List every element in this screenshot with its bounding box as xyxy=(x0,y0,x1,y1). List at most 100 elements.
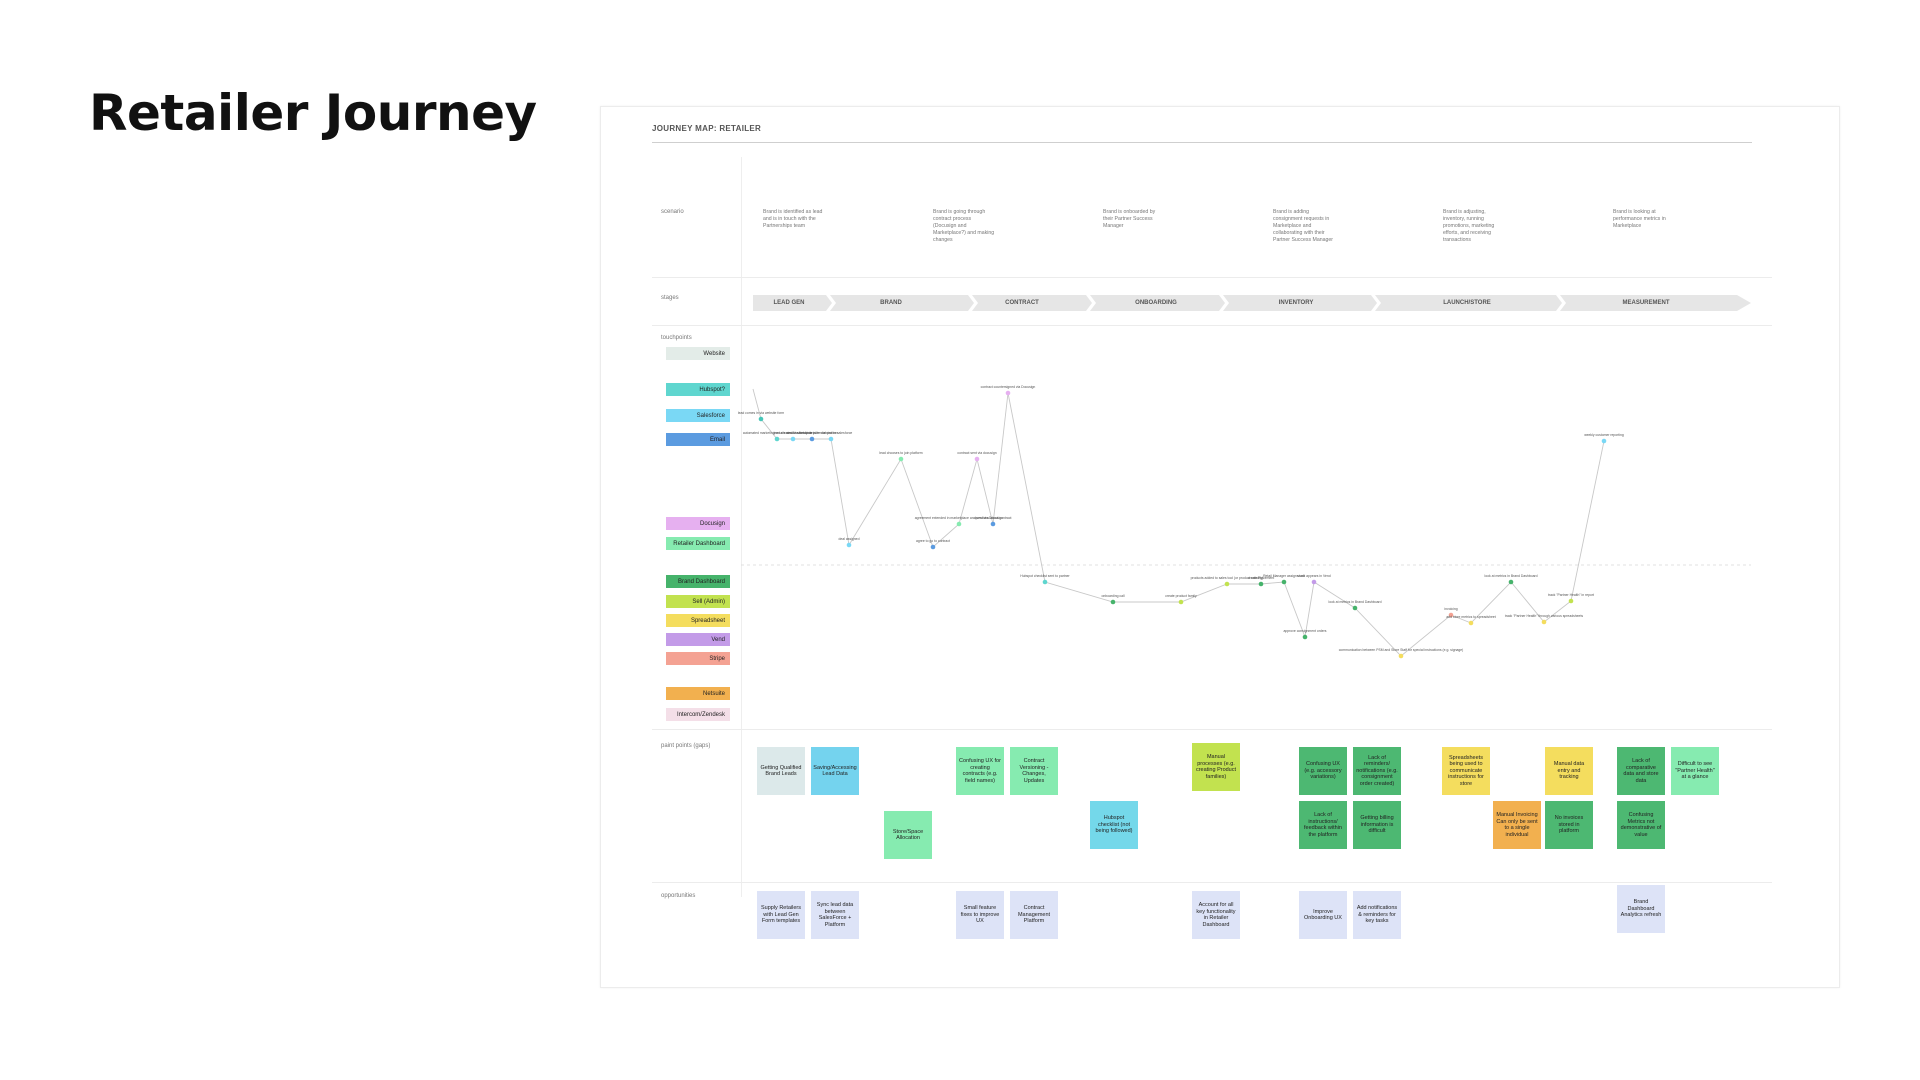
header-divider xyxy=(652,142,1752,143)
journey-step-label: lead chooses to join platform xyxy=(879,451,922,455)
journey-step-dot xyxy=(1508,579,1514,585)
pain-point-note: Confusing UX for creating contracts (e.g… xyxy=(956,747,1004,795)
journey-step-dot xyxy=(1224,581,1230,587)
row-divider xyxy=(652,729,1772,730)
touchpoint-sell-admin: Sell (Admin) xyxy=(666,595,730,608)
pain-point-note: Hubspot checklist (not being followed) xyxy=(1090,801,1138,849)
pain-point-note: Lack of instructions/ feedback within th… xyxy=(1299,801,1347,849)
journey-step-label: onboarding call xyxy=(1102,594,1125,598)
journey-step-label: products added to sales tool (or product… xyxy=(1191,576,1264,580)
journey-step-label: look at metrics in Brand Dashboard xyxy=(1485,574,1538,578)
pain-point-note: Confusing Metrics not demonstrative of v… xyxy=(1617,801,1665,849)
journey-step-label: contract countersigned via Docusign xyxy=(981,385,1036,389)
journey-step-dot xyxy=(1468,620,1474,626)
opportunity-note: Supply Retailers with Lead Gen Form temp… xyxy=(757,891,805,939)
page-title: Retailer Journey xyxy=(89,84,537,142)
journey-step-dot xyxy=(774,436,780,442)
touchpoint-hubspot: Hubspot? xyxy=(666,383,730,396)
journey-step-dot xyxy=(828,436,834,442)
journey-step-label: weekly customer reporting xyxy=(1584,433,1624,437)
pain-point-note: Lack of comparative data and store data xyxy=(1617,747,1665,795)
journey-step-dot xyxy=(1352,605,1358,611)
journey-step-label: Hubspot checklist sent to partner xyxy=(1020,574,1070,578)
journey-step-label: deal assigned xyxy=(839,537,860,541)
stage-measurement: MEASUREMENT xyxy=(1622,300,1670,306)
stage-bar xyxy=(753,295,1751,311)
opportunity-note: Contract Management Platform xyxy=(1010,891,1058,939)
scenario-text: Brand is looking at performance metrics … xyxy=(1613,209,1666,229)
journey-step-label: questions about contract xyxy=(975,516,1012,520)
journey-curve: lead comes in via website form automated … xyxy=(738,385,1751,659)
stage-contract: CONTRACT xyxy=(1005,300,1039,306)
opportunity-note: Brand Dashboard Analytics refresh xyxy=(1617,885,1665,933)
scenario-text: Brand is adding consignment requests in … xyxy=(1273,209,1333,243)
opportunity-note: Add notifications & reminders for key ta… xyxy=(1353,891,1401,939)
journey-step-label: track "Partner Health" through various s… xyxy=(1505,614,1583,618)
label-column-divider xyxy=(741,157,742,897)
pain-point-note: Getting Qualified Brand Leads xyxy=(757,747,805,795)
journey-step-dot xyxy=(1281,579,1287,585)
journey-step-dot xyxy=(1178,599,1184,605)
touchpoint-spreadsheet: Spreadsheet xyxy=(666,614,730,627)
journey-step-label: automated marketing emails sent via hubs… xyxy=(743,431,811,435)
journey-step-dot xyxy=(956,521,962,527)
opportunity-note: Account for all key functionality in Ret… xyxy=(1192,891,1240,939)
pain-point-note: Manual processes (e.g. creating Product … xyxy=(1192,743,1240,791)
journey-step-dot xyxy=(1601,438,1607,444)
journey-step-label: communication between PSM and Store Staf… xyxy=(1339,648,1464,652)
opportunity-note: Small feature fixes to improve UX xyxy=(956,891,1004,939)
journey-step-dot xyxy=(1005,390,1011,396)
journey-step-dot xyxy=(1398,653,1404,659)
pain-point-note: No invoices stored in platform xyxy=(1545,801,1593,849)
journey-step-label: lead created in salesforce xyxy=(774,431,813,435)
pain-point-note: Manual Invoicing Can only be sent to a s… xyxy=(1493,801,1541,849)
stage-lead-gen: LEAD GEN xyxy=(773,300,805,306)
row-divider xyxy=(652,277,1772,278)
pain-point-note: Store/Space Allocation xyxy=(884,811,932,859)
scenario-text: Brand is adjusting, inventory, running p… xyxy=(1443,209,1495,243)
scenario-text: Brand is identified as lead and is in to… xyxy=(763,209,823,229)
pain-point-note: Manual data entry and tracking xyxy=(1545,747,1593,795)
pain-point-note: Lack of reminders/ notifications (e.g. c… xyxy=(1353,747,1401,795)
journey-step-label: Retail Manager assigns unit xyxy=(1263,574,1305,578)
journey-step-label: agreement extended in marketplace and se… xyxy=(915,516,1004,520)
journey-step-dot xyxy=(1311,579,1317,585)
touchpoint-netsuite: Netsuite xyxy=(666,687,730,700)
pain-point-note: Getting billing information is difficult xyxy=(1353,801,1401,849)
touchpoint-intercom-zendesk: Intercom/Zendesk xyxy=(666,708,730,721)
pain-point-note: Difficult to see "Partner Health" at a g… xyxy=(1671,747,1719,795)
journey-step-label: stock appears in Vend xyxy=(1297,574,1330,578)
stage-onboarding: ONBOARDING xyxy=(1135,300,1177,306)
stage-inventory: INVENTORY xyxy=(1278,300,1314,306)
pain-point-note: Confusing UX (e.g. accessory variations) xyxy=(1299,747,1347,795)
touchpoint-vend: Vend xyxy=(666,633,730,646)
journey-step-label: lead comes in via website form xyxy=(738,411,785,415)
journey-step-dot xyxy=(898,456,904,462)
journey-step-dot xyxy=(1110,599,1116,605)
touchpoint-website: Website xyxy=(666,347,730,360)
scenario-text: Brand is onboarded by their Partner Succ… xyxy=(1103,209,1156,229)
journey-step-dot xyxy=(990,521,996,527)
journey-step-label: look at metrics in Brand Dashboard xyxy=(1329,600,1382,604)
opportunity-note: Sync lead data between SalesForce + Plat… xyxy=(811,891,859,939)
journey-step-dot xyxy=(758,416,764,422)
row-label-scenario: scenario xyxy=(661,209,684,215)
row-label-opportunities: opportunities xyxy=(661,893,696,899)
journey-step-dot xyxy=(1258,581,1264,587)
journey-step-label: track "Partner Health" in report xyxy=(1548,593,1594,597)
journey-step-label: contract sent via docusign xyxy=(957,451,996,455)
pain-point-note: Saving/Accessing Lead Data xyxy=(811,747,859,795)
journey-step-label: add store metrics to spreadsheet xyxy=(1446,615,1495,619)
journey-step-label: retailer created in salesforce xyxy=(810,431,853,435)
journey-step-label: email outreach to potential partner xyxy=(786,431,838,435)
pain-point-note: Contract Versioning - Changes, Updates xyxy=(1010,747,1058,795)
stage-launch-store: LAUNCH/STORE xyxy=(1443,300,1491,306)
row-divider xyxy=(652,325,1772,326)
stage-brand: BRAND xyxy=(880,300,902,306)
journey-map-header: JOURNEY MAP: RETAILER xyxy=(652,124,762,133)
touchpoint-email: Email xyxy=(666,433,730,446)
journey-step-label: approve consignment orders xyxy=(1284,629,1327,633)
journey-step-dot xyxy=(809,436,815,442)
journey-step-label: invoicing xyxy=(1444,607,1457,611)
touchpoint-retailer-dashboard: Retailer Dashboard xyxy=(666,537,730,550)
